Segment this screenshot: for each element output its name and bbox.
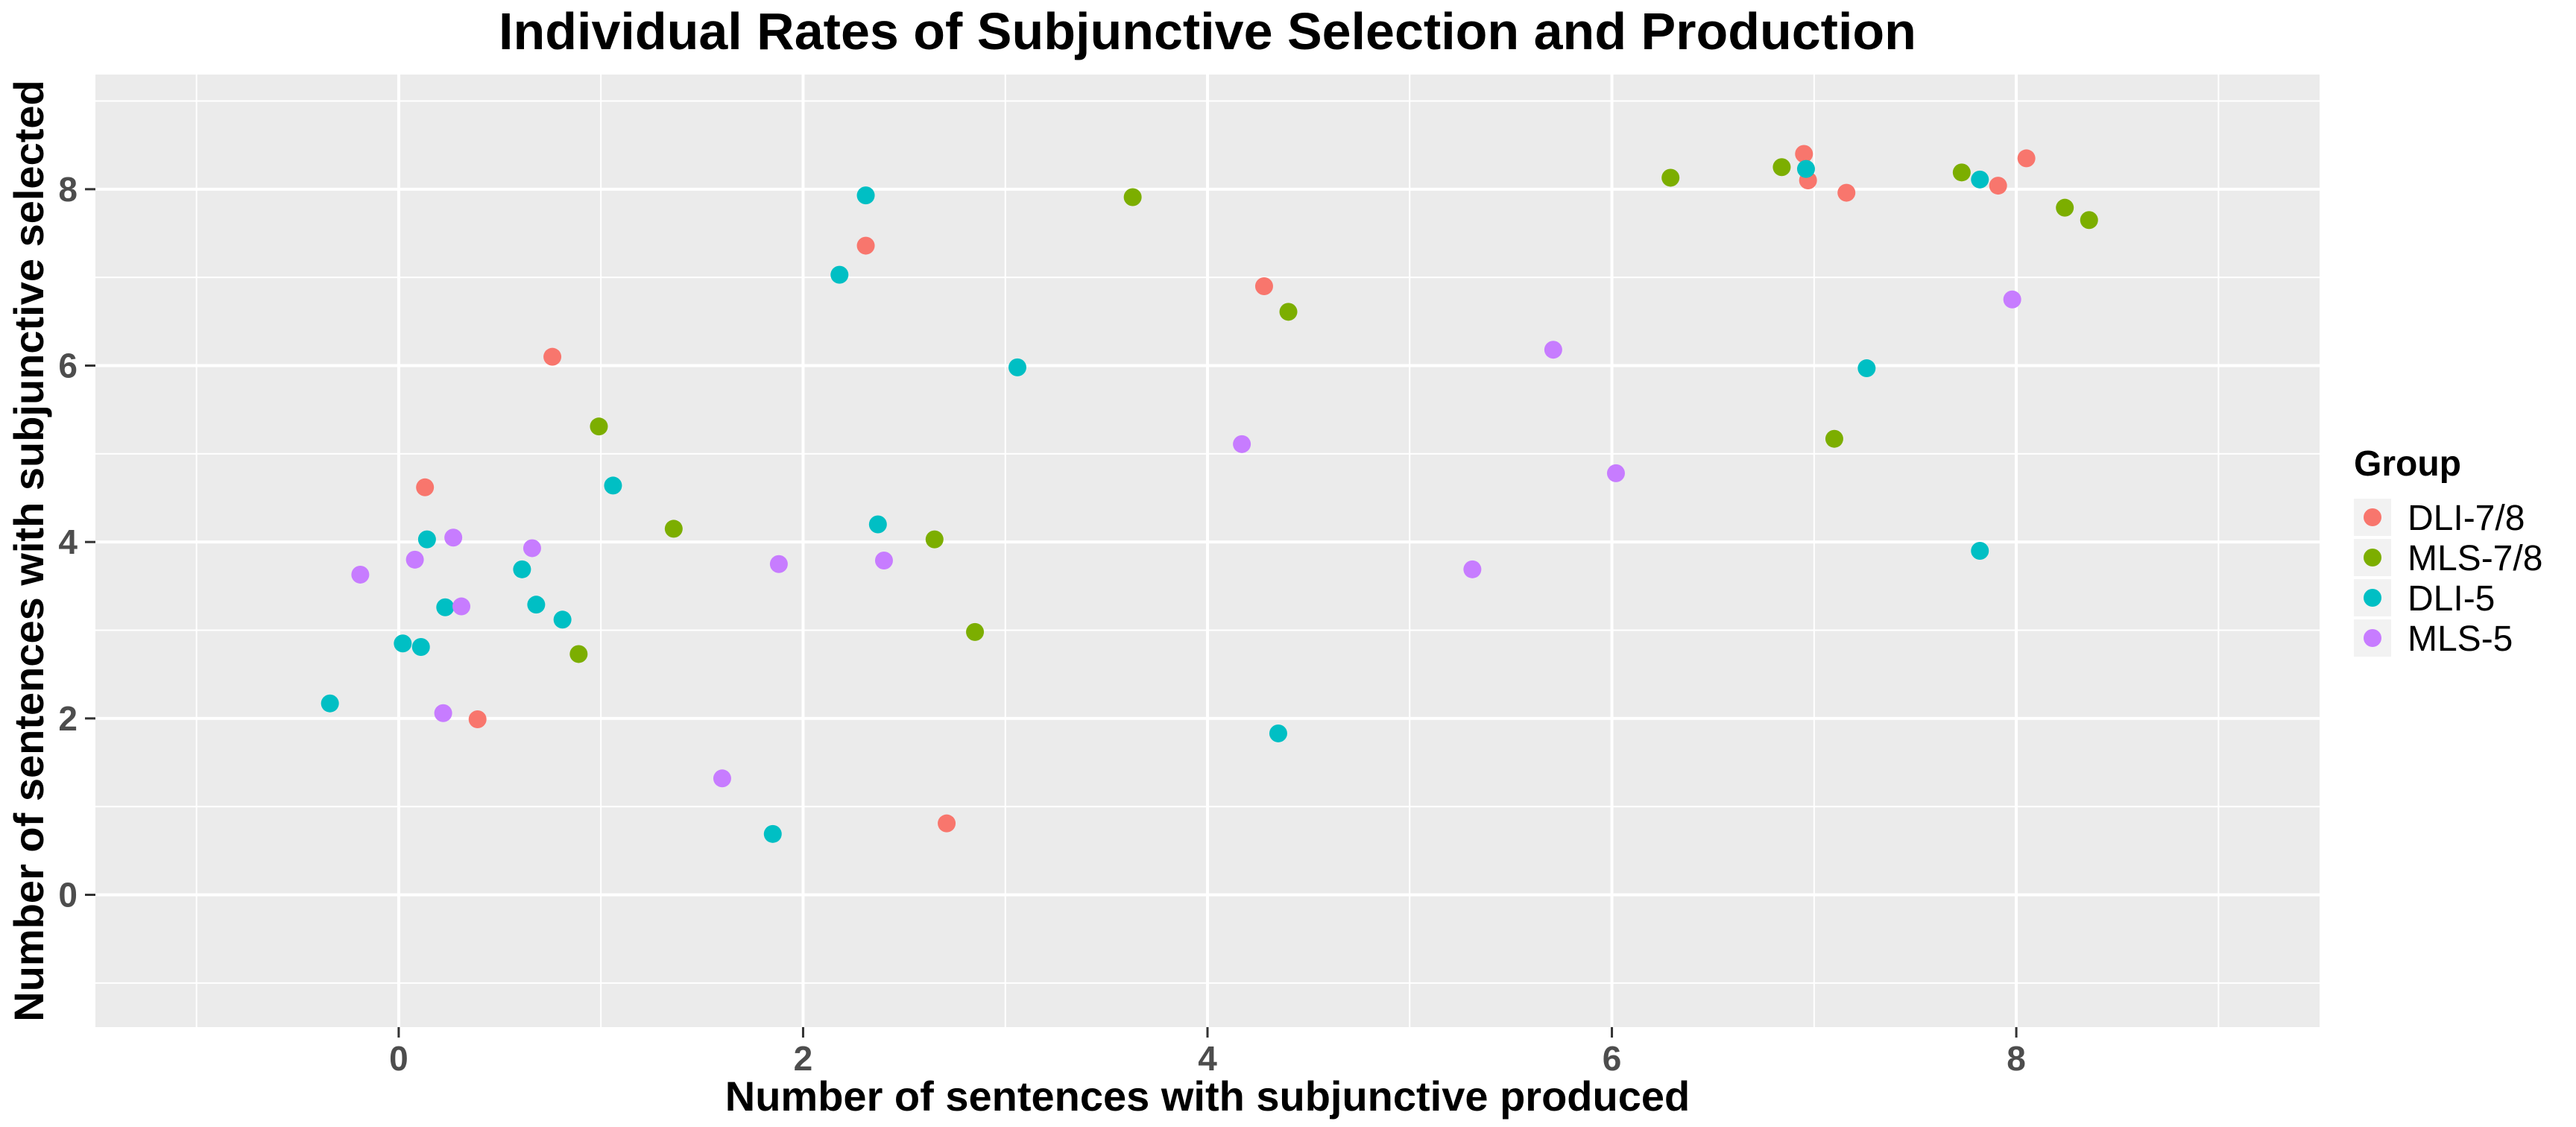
point-dli-5 bbox=[868, 515, 887, 534]
point-dli-5 bbox=[1857, 359, 1876, 378]
point-mls-5 bbox=[2003, 290, 2021, 309]
point-dli-7-8 bbox=[468, 710, 487, 729]
legend-label-dli-7-8: DLI-7/8 bbox=[2408, 499, 2525, 538]
point-mls-7-8 bbox=[925, 530, 944, 549]
point-mls-7-8 bbox=[1772, 158, 1791, 177]
x-axis-ticks: 0 2 4 6 8 bbox=[389, 1027, 2026, 1078]
y-tick-label: 2 bbox=[58, 699, 78, 738]
point-dli-5 bbox=[513, 560, 531, 578]
point-dli-5 bbox=[394, 634, 412, 653]
point-mls-5 bbox=[1606, 464, 1625, 482]
point-dli-5 bbox=[527, 596, 546, 614]
point-dli-7-8 bbox=[938, 814, 956, 833]
point-mls-7-8 bbox=[1279, 303, 1298, 321]
point-mls-5 bbox=[452, 597, 471, 616]
point-mls-7-8 bbox=[664, 520, 683, 538]
point-mls-5 bbox=[874, 552, 893, 570]
point-dli-5 bbox=[763, 824, 782, 843]
y-axis-ticks: 0 2 4 6 8 bbox=[58, 170, 95, 915]
legend-label-dli-5: DLI-5 bbox=[2408, 579, 2495, 619]
legend-label-mls-7-8: MLS-7/8 bbox=[2408, 539, 2542, 578]
data-points bbox=[321, 145, 2098, 843]
legend-key-mls-5 bbox=[2364, 629, 2381, 647]
point-dli-5 bbox=[1269, 724, 1287, 742]
legend-title: Group bbox=[2354, 444, 2461, 484]
point-dli-7-8 bbox=[1795, 145, 1813, 163]
point-mls-5 bbox=[444, 528, 463, 547]
point-mls-7-8 bbox=[590, 417, 608, 436]
x-tick-label: 0 bbox=[389, 1039, 408, 1078]
point-dli-7-8 bbox=[856, 236, 875, 255]
point-mls-7-8 bbox=[1661, 168, 1680, 187]
point-mls-5 bbox=[1463, 560, 1482, 578]
x-axis-title: Number of sentences with subjunctive pro… bbox=[725, 1073, 1690, 1120]
point-mls-5 bbox=[351, 565, 370, 584]
point-dli-5 bbox=[553, 610, 572, 629]
point-mls-7-8 bbox=[1952, 163, 1971, 182]
x-tick-label: 8 bbox=[2007, 1039, 2026, 1078]
point-mls-5 bbox=[434, 704, 452, 722]
point-mls-7-8 bbox=[2056, 198, 2074, 217]
point-mls-5 bbox=[405, 550, 424, 569]
x-tick-label: 6 bbox=[1603, 1039, 1622, 1078]
y-tick-label: 4 bbox=[58, 523, 78, 561]
point-mls-7-8 bbox=[1825, 429, 1843, 448]
point-dli-5 bbox=[1971, 542, 1989, 560]
x-tick-label: 2 bbox=[794, 1039, 813, 1078]
point-mls-5 bbox=[1233, 435, 1251, 453]
point-mls-5 bbox=[713, 769, 731, 788]
point-dli-5 bbox=[1796, 160, 1815, 178]
point-dli-7-8 bbox=[416, 478, 435, 496]
point-dli-5 bbox=[1008, 358, 1027, 376]
point-mls-7-8 bbox=[1123, 188, 1142, 206]
legend-label-mls-5: MLS-5 bbox=[2408, 619, 2513, 659]
legend-key-dli-7-8 bbox=[2364, 508, 2381, 526]
point-dli-5 bbox=[417, 530, 436, 549]
point-dli-7-8 bbox=[1254, 277, 1273, 295]
point-mls-7-8 bbox=[966, 622, 985, 641]
legend-key-mls-7-8 bbox=[2364, 549, 2381, 566]
point-dli-7-8 bbox=[543, 347, 562, 366]
y-tick-label: 8 bbox=[58, 170, 78, 209]
point-dli-7-8 bbox=[1989, 177, 2007, 195]
y-axis-title: Number of sentences with subjunctive sel… bbox=[5, 80, 52, 1021]
point-dli-7-8 bbox=[2017, 149, 2036, 168]
point-dli-5 bbox=[436, 598, 455, 616]
point-dli-7-8 bbox=[1837, 183, 1856, 202]
legend-key-dli-5 bbox=[2364, 589, 2381, 607]
point-mls-5 bbox=[769, 555, 788, 573]
point-mls-7-8 bbox=[2080, 211, 2098, 230]
point-dli-5 bbox=[1971, 170, 1989, 189]
point-mls-7-8 bbox=[569, 645, 588, 663]
point-mls-5 bbox=[1544, 341, 1562, 359]
chart-title: Individual Rates of Subjunctive Selectio… bbox=[499, 2, 1916, 60]
x-tick-label: 4 bbox=[1198, 1039, 1217, 1078]
point-mls-5 bbox=[523, 539, 541, 558]
point-dli-5 bbox=[604, 476, 622, 495]
y-tick-label: 0 bbox=[58, 876, 78, 915]
point-dli-5 bbox=[856, 186, 875, 205]
point-dli-5 bbox=[830, 265, 849, 284]
major-gridlines bbox=[95, 75, 2320, 1027]
y-tick-label: 6 bbox=[58, 347, 78, 385]
point-dli-5 bbox=[321, 694, 339, 713]
point-dli-5 bbox=[411, 637, 430, 656]
